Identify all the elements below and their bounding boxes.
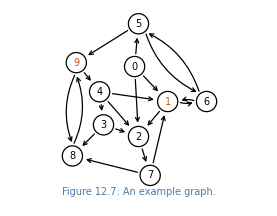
Text: 0: 0 (132, 62, 138, 71)
Text: 8: 8 (69, 151, 75, 161)
Circle shape (129, 14, 148, 34)
Text: 5: 5 (135, 19, 142, 29)
Text: 2: 2 (135, 132, 142, 141)
Text: 1: 1 (165, 97, 171, 106)
Text: 4: 4 (97, 87, 103, 97)
Text: Figure 12.7: An example graph.: Figure 12.7: An example graph. (61, 187, 216, 197)
Circle shape (124, 56, 145, 77)
Text: 7: 7 (147, 170, 153, 180)
Text: 3: 3 (101, 120, 107, 130)
Circle shape (62, 146, 83, 166)
Text: 9: 9 (73, 58, 79, 68)
Circle shape (89, 82, 110, 102)
Text: 6: 6 (204, 97, 210, 106)
Circle shape (196, 91, 217, 112)
Circle shape (140, 165, 160, 186)
Circle shape (129, 126, 148, 147)
Circle shape (66, 52, 86, 73)
Circle shape (93, 115, 114, 135)
Circle shape (158, 91, 178, 112)
